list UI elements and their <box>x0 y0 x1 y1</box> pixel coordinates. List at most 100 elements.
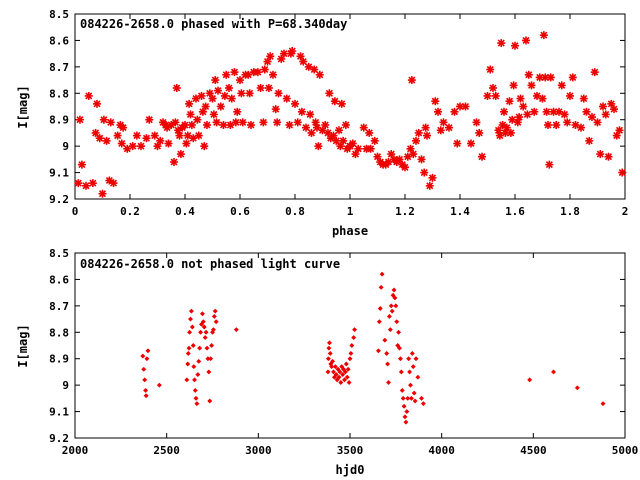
data-point <box>230 68 239 77</box>
data-point <box>186 110 195 119</box>
data-point <box>546 73 555 82</box>
data-point <box>82 181 90 190</box>
data-point <box>106 118 115 127</box>
unphased-y-tick-label: 9.2 <box>49 432 69 445</box>
data-point <box>209 110 218 119</box>
data-point <box>376 319 382 325</box>
data-point <box>274 89 283 98</box>
data-point <box>211 313 217 319</box>
data-point <box>337 369 343 375</box>
phased-y-tick-label: 9.1 <box>49 167 69 180</box>
data-point <box>109 179 118 188</box>
data-point <box>513 118 522 127</box>
data-point <box>214 86 222 95</box>
data-point <box>201 324 207 330</box>
data-point <box>338 379 344 386</box>
data-point <box>590 68 599 77</box>
data-point <box>396 345 403 351</box>
data-point <box>310 65 319 74</box>
data-point <box>199 311 205 317</box>
data-point <box>188 308 194 314</box>
data-point <box>366 144 375 153</box>
phased-y-tick-label: 9 <box>62 140 69 153</box>
data-point <box>403 419 409 425</box>
data-point <box>519 102 528 111</box>
phased-panel: 084226-2658.0 phased with P=68.340day ph… <box>16 8 628 238</box>
data-point <box>560 110 569 119</box>
data-point <box>407 76 416 85</box>
data-point <box>408 395 414 401</box>
data-point <box>233 107 242 116</box>
data-point <box>299 57 308 66</box>
data-point <box>343 361 349 367</box>
phased-x-tick-label: 2 <box>622 205 629 218</box>
data-point <box>191 377 198 383</box>
unphased-x-tick-label: 4000 <box>428 444 455 457</box>
data-point <box>425 181 434 190</box>
data-point <box>222 70 231 79</box>
data-point <box>411 390 417 396</box>
data-point <box>140 353 146 359</box>
data-point <box>466 139 476 148</box>
unphased-y-tick-label: 9 <box>62 379 69 392</box>
data-point <box>412 398 418 404</box>
data-point <box>326 345 332 351</box>
unphased-y-tick-label: 8.6 <box>49 273 69 286</box>
data-point <box>192 94 200 103</box>
data-point <box>598 102 608 111</box>
data-point <box>194 401 200 407</box>
data-point <box>379 271 385 277</box>
data-point <box>325 89 334 98</box>
data-point <box>377 305 383 312</box>
data-point <box>259 118 268 127</box>
data-point <box>164 139 173 148</box>
data-point <box>212 308 218 314</box>
data-point <box>420 168 429 177</box>
data-point <box>527 377 533 383</box>
data-point <box>226 121 235 129</box>
data-point <box>539 31 548 40</box>
data-point <box>538 94 547 103</box>
data-point <box>175 131 184 140</box>
data-point <box>260 65 269 74</box>
data-point <box>201 102 210 111</box>
data-point <box>579 94 588 103</box>
data-point <box>296 52 305 61</box>
data-point <box>407 382 414 388</box>
data-point <box>596 150 605 159</box>
data-point <box>233 327 239 333</box>
data-point <box>95 134 104 143</box>
data-point <box>593 118 602 127</box>
data-point <box>200 319 206 325</box>
data-point <box>428 173 437 182</box>
data-point <box>189 324 195 330</box>
data-point <box>326 340 333 346</box>
data-point <box>208 356 214 362</box>
data-point <box>600 401 606 407</box>
data-point <box>491 91 500 100</box>
phased-x-tick-label: 0.8 <box>285 205 305 218</box>
data-point <box>609 105 619 114</box>
unphased-y-tick-label: 8.5 <box>49 247 69 260</box>
data-point <box>339 136 348 145</box>
data-point <box>170 158 178 166</box>
data-point <box>187 316 194 322</box>
data-point <box>203 329 209 335</box>
data-point <box>385 379 392 386</box>
phased-x-axis-label: phase <box>332 224 368 238</box>
data-point <box>347 356 353 362</box>
phased-y-axis-label: I[mag] <box>16 85 30 128</box>
data-point <box>185 350 191 356</box>
data-point <box>516 94 525 103</box>
data-point <box>409 350 415 356</box>
data-point <box>323 128 333 137</box>
data-point <box>341 121 350 129</box>
data-point <box>386 313 392 319</box>
data-point <box>142 134 151 143</box>
data-point <box>483 91 492 100</box>
data-point <box>119 123 128 132</box>
data-point <box>75 115 84 124</box>
data-point <box>601 110 610 119</box>
data-point <box>197 91 206 100</box>
